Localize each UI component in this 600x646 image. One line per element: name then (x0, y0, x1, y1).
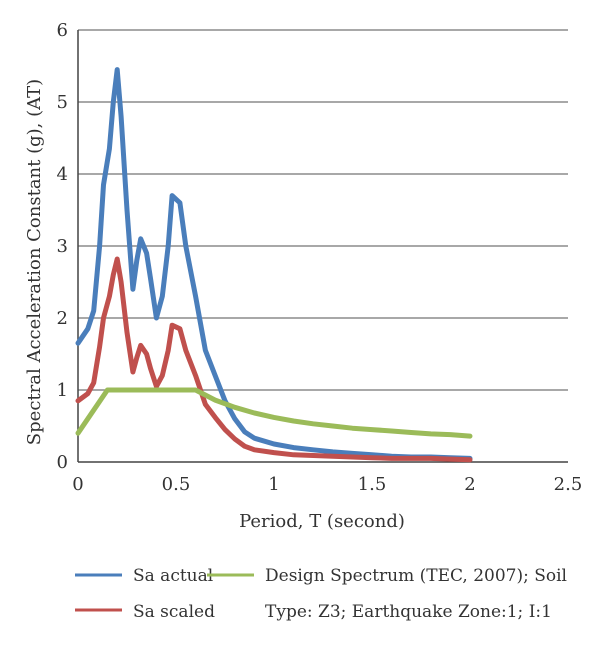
gridlines (78, 29, 568, 391)
legend-label-design-spectrum-line1: Design Spectrum (TEC, 2007); Soil (265, 566, 567, 586)
legend-label-sa-scaled: Sa scaled (133, 602, 215, 622)
x-tick-label-1: 0.5 (162, 474, 191, 495)
y-tick-label-1: 1 (57, 380, 68, 401)
y-tick-label-6: 6 (57, 20, 68, 41)
x-axis-title: Period, T (second) (239, 511, 405, 532)
legend: Sa actual Design Spectrum (TEC, 2007); S… (75, 566, 567, 622)
x-tick-label-4: 2 (464, 474, 475, 495)
x-tick-label-0: 0 (72, 474, 83, 495)
x-tick-label-2: 1 (268, 474, 279, 495)
design-spectrum-line (75, 387, 473, 439)
y-tick-label-0: 0 (57, 452, 68, 473)
legend-label-sa-actual: Sa actual (133, 566, 213, 586)
x-tick-label-3: 1.5 (358, 474, 387, 495)
series-lines (75, 67, 473, 463)
tick-labels: 0 1 2 3 4 5 6 0 0.5 1 1.5 2 2.5 (57, 20, 583, 495)
axes (77, 30, 568, 463)
sa-scaled-line (75, 256, 473, 463)
sa-actual-line (75, 67, 473, 461)
y-tick-label-2: 2 (57, 308, 68, 329)
x-tick-label-5: 2.5 (554, 474, 583, 495)
y-tick-label-5: 5 (57, 92, 68, 113)
y-tick-label-3: 3 (57, 236, 68, 257)
y-tick-label-4: 4 (57, 164, 68, 185)
legend-label-design-spectrum-line2: Type: Z3; Earthquake Zone:1; I:1 (265, 602, 552, 622)
y-axis-title: Spectral Acceleration Constant (g), (AT) (24, 79, 45, 445)
